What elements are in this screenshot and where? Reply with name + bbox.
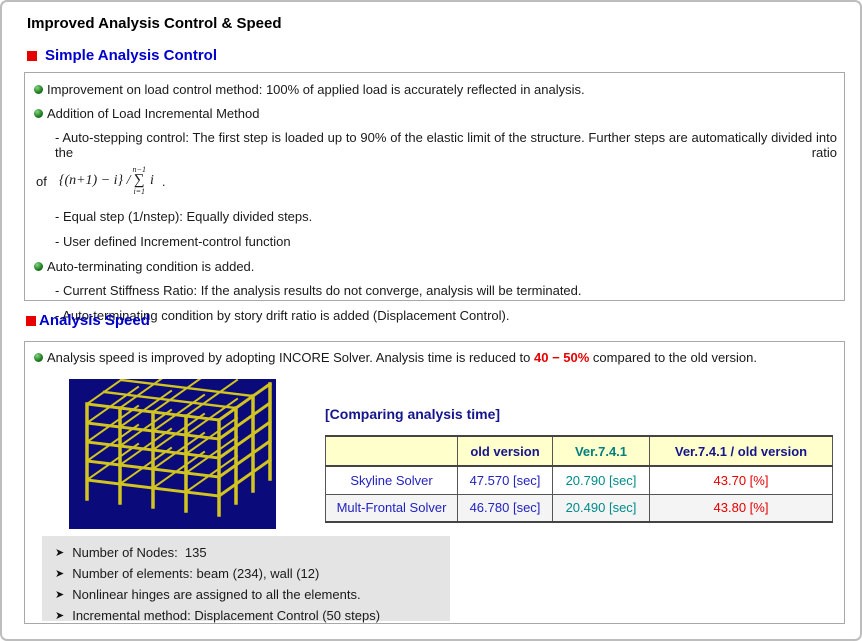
- formula-prefix: of: [36, 173, 47, 189]
- green-bullet-icon: [34, 262, 43, 271]
- table-row: Mult-Frontal Solver 46.780 [sec] 20.490 …: [325, 493, 833, 523]
- note-text: Number of Nodes: 135: [72, 545, 207, 560]
- speed-text-pre: Analysis speed is improved by adopting I…: [47, 350, 535, 365]
- red-square-icon: [26, 315, 36, 326]
- comparison-table-title: [Comparing analysis time]: [325, 406, 501, 422]
- building-model-image: [69, 379, 276, 529]
- note-text: Nonlinear hinges are assigned to all the…: [72, 587, 361, 602]
- model-notes-box: ➤ Number of Nodes: 135 ➤ Number of eleme…: [42, 536, 450, 623]
- arrow-bullet-icon: ➤: [55, 589, 65, 601]
- speed-text-post: compared to the old version.: [589, 350, 757, 365]
- speed-sentence: Analysis speed is improved by adopting I…: [47, 350, 757, 365]
- bullet-text: Auto-terminating condition is added.: [47, 259, 255, 274]
- list-item: ➤ Nonlinear hinges are assigned to all t…: [55, 587, 442, 602]
- list-item: - Auto-terminating condition by story dr…: [55, 308, 510, 323]
- list-item: - Current Stiffness Ratio: If the analys…: [55, 283, 582, 298]
- list-item: Auto-terminating condition is added.: [34, 259, 834, 274]
- list-item: ➤ Number of elements: beam (234), wall (…: [55, 566, 442, 581]
- table-row: Skyline Solver 47.570 [sec] 20.790 [sec]…: [325, 465, 833, 495]
- red-square-icon: [27, 50, 37, 61]
- simple-analysis-control-box: Improvement on load control method: 100%…: [24, 72, 845, 323]
- arrow-bullet-icon: ➤: [55, 568, 65, 580]
- time-ratio: 43.80 [%]: [649, 493, 833, 523]
- sum-lower-limit: i=1: [133, 186, 146, 196]
- solver-name: Mult-Frontal Solver: [325, 493, 458, 523]
- list-item: Analysis speed is improved by adopting I…: [34, 350, 834, 365]
- bullet-text: Addition of Load Incremental Method: [47, 106, 260, 121]
- list-item: Improvement on load control method: 100%…: [34, 82, 834, 97]
- analysis-speed-box: Analysis speed is improved by adopting I…: [24, 341, 845, 624]
- autostep-formula: of {(n+1) − i} / n−1 ∑ i=1 i .: [36, 162, 834, 200]
- section-heading-simple-analysis-control: Simple Analysis Control: [27, 47, 217, 64]
- list-item: - Equal step (1/nstep): Equally divided …: [55, 209, 313, 224]
- header-new-version: Ver.7.4.1: [552, 435, 650, 467]
- speed-reduction-value: 40 − 50%: [534, 350, 590, 365]
- header-empty: [325, 435, 458, 467]
- old-version-time: 46.780 [sec]: [457, 493, 553, 523]
- section1-heading-label: Simple Analysis Control: [45, 47, 217, 64]
- list-item: - User defined Increment-control functio…: [55, 234, 291, 249]
- solver-name: Skyline Solver: [325, 465, 458, 495]
- bullet-text: Improvement on load control method: 100%…: [47, 82, 585, 97]
- header-ratio: Ver.7.4.1 / old version: [649, 435, 833, 467]
- old-version-time: 47.570 [sec]: [457, 465, 553, 495]
- list-item: Addition of Load Incremental Method: [34, 106, 834, 121]
- list-item: ➤ Incremental method: Displacement Contr…: [55, 608, 442, 623]
- arrow-bullet-icon: ➤: [55, 547, 65, 559]
- green-bullet-icon: [34, 109, 43, 118]
- sum-upper-limit: n−1: [132, 165, 146, 175]
- list-item: ➤ Number of Nodes: 135: [55, 545, 442, 560]
- time-ratio: 43.70 [%]: [649, 465, 833, 495]
- section-heading-analysis-speed: Analysis Speed: [26, 312, 150, 329]
- autostep-paragraph: - Auto-stepping control: The first step …: [55, 130, 837, 160]
- note-text: Number of elements: beam (234), wall (12…: [72, 566, 320, 581]
- new-version-time: 20.490 [sec]: [552, 493, 650, 523]
- formula-braces: {(n+1) − i} /: [58, 173, 131, 188]
- analysis-time-table: old version Ver.7.4.1 Ver.7.4.1 / old ve…: [325, 435, 833, 523]
- arrow-bullet-icon: ➤: [55, 610, 65, 622]
- page-title: Improved Analysis Control & Speed: [27, 15, 282, 32]
- formula-period: .: [161, 173, 166, 189]
- sigma-icon: ∑: [133, 172, 145, 189]
- note-text: Incremental method: Displacement Control…: [72, 608, 381, 623]
- green-bullet-icon: [34, 85, 43, 94]
- summation-symbol: n−1 ∑ i=1: [133, 166, 146, 196]
- section2-heading-label: Analysis Speed: [39, 312, 150, 329]
- table-header-row: old version Ver.7.4.1 Ver.7.4.1 / old ve…: [325, 435, 833, 467]
- header-old-version: old version: [457, 435, 553, 467]
- green-bullet-icon: [34, 353, 43, 362]
- formula-tail: i: [149, 173, 154, 188]
- new-version-time: 20.790 [sec]: [552, 465, 650, 495]
